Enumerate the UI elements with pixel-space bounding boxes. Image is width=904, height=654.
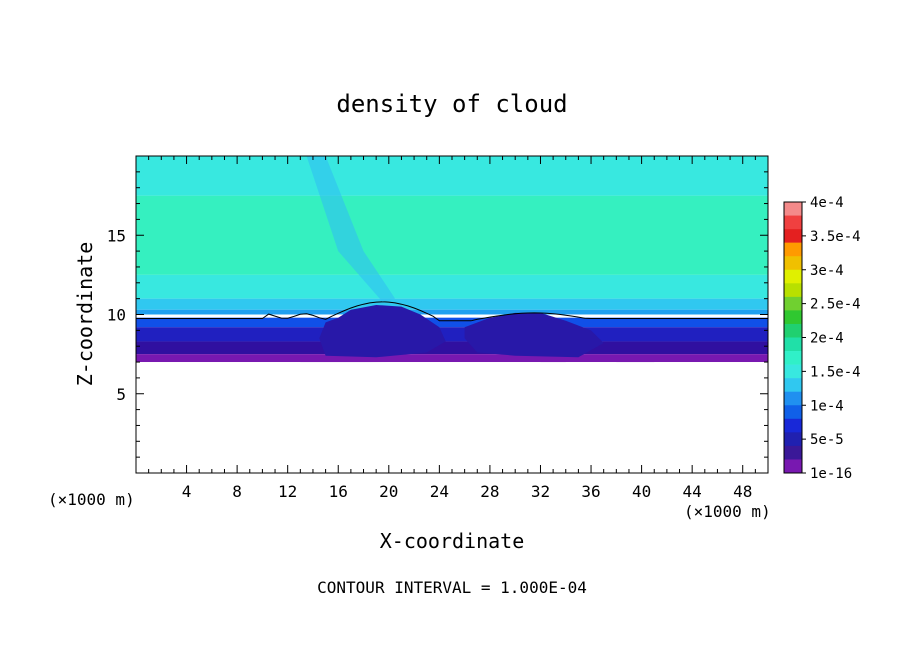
cloud-contour-line (136, 301, 768, 322)
contour-band-7 (136, 341, 768, 355)
x-tick-label: 44 (683, 482, 702, 501)
colorbar-label: 5e-5 (810, 432, 844, 448)
colorbar-swatch (784, 378, 802, 392)
x-tick-label: 8 (232, 482, 242, 501)
colorbar-swatch (784, 229, 802, 243)
cloud-blob-1 (319, 305, 446, 358)
colorbar-label: 1.5e-4 (810, 364, 861, 380)
colorbar-swatch (784, 405, 802, 420)
colorbar-swatch (784, 202, 802, 216)
y-tick-label: 10 (107, 306, 126, 325)
colorbar-swatch (784, 242, 802, 257)
colorbar-swatch (784, 418, 802, 433)
colorbar-swatch (784, 256, 802, 271)
colorbar-label: 4e-4 (810, 195, 844, 211)
x-tick-label: 28 (480, 482, 499, 501)
chart-title: density of cloud (336, 90, 567, 118)
colorbar-swatch (784, 337, 802, 352)
colorbar-label: 3.5e-4 (810, 229, 861, 245)
contour-band-1 (136, 274, 768, 299)
colorbar-swatch (784, 215, 802, 230)
colorbar-swatch (784, 432, 802, 447)
colorbar-swatch (784, 310, 802, 325)
colorbar-swatch (784, 445, 802, 460)
contour-band-8 (136, 354, 768, 363)
colorbar-swatch (784, 283, 802, 298)
footer-contour-interval: CONTOUR INTERVAL = 1.000E-04 (317, 578, 587, 597)
contour-band-4 (136, 309, 768, 315)
colorbar-swatch (784, 296, 802, 311)
x-tick-label: 48 (733, 482, 752, 501)
contour-band-6 (136, 327, 768, 342)
contour-bands (136, 156, 768, 363)
contour-band-5 (136, 317, 768, 328)
cloud-blob-2 (464, 312, 604, 358)
x-tick-label: 12 (278, 482, 297, 501)
y-axis-ticks: 5 10 15 (107, 171, 768, 458)
colorbar-swatch (784, 269, 802, 284)
x-tick-label: 36 (581, 482, 600, 501)
y-tick-label: 15 (107, 226, 126, 245)
x-unit-left: (×1000 m) (48, 490, 135, 509)
plume-streak (306, 156, 396, 302)
colorbar-swatch (784, 391, 802, 406)
colorbar: 4e-4 3.5e-4 3e-4 2.5e-4 2e-4 1.5e-4 1e-4 5e-5 1e… (783, 195, 861, 482)
x-tick-label: 40 (632, 482, 651, 501)
y-axis-label: Z-coordinate (73, 242, 97, 387)
colorbar-label: 3e-4 (810, 263, 844, 279)
plot-area (136, 156, 768, 473)
contour-band-2 (136, 156, 768, 196)
x-axis-ticks: 4 8 12 16 20 24 28 32 36 40 44 48 (148, 156, 756, 501)
colorbar-swatch (784, 351, 802, 365)
x-unit-right: (×1000 m) (684, 502, 771, 521)
colorbar-label: 2e-4 (810, 331, 844, 347)
x-tick-label: 20 (379, 482, 398, 501)
contour-band-0 (136, 195, 768, 275)
y-tick-label: 5 (116, 385, 126, 404)
x-tick-label: 32 (531, 482, 550, 501)
colorbar-label: 2.5e-4 (810, 297, 861, 313)
colorbar-swatch (784, 323, 802, 338)
x-axis-label: X-coordinate (380, 529, 525, 553)
cloud-base-clear-region (136, 362, 768, 473)
contour-band-3 (136, 298, 768, 310)
colorbar-swatch (784, 459, 802, 474)
x-tick-label: 16 (329, 482, 348, 501)
colorbar-label: 1e-4 (810, 398, 844, 414)
x-tick-label: 24 (430, 482, 449, 501)
colorbar-label: 1e-16 (810, 466, 852, 482)
colorbar-swatch (784, 364, 802, 379)
x-tick-label: 4 (182, 482, 192, 501)
